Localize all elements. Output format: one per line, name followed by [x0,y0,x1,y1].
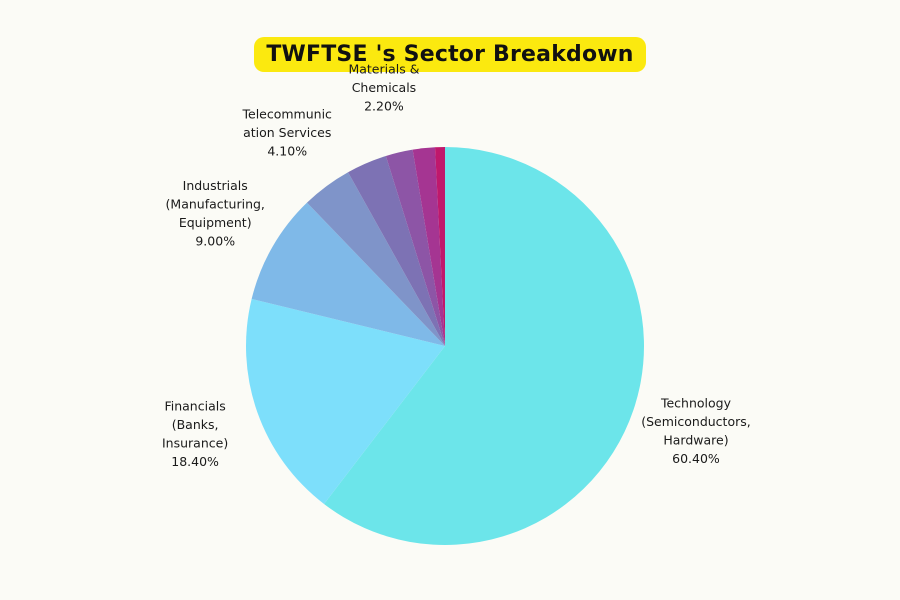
slice-name-label: (Banks, [172,417,219,432]
slice-value-label: 4.10% [267,144,307,159]
slice-name-label: Insurance) [162,435,228,450]
slice-value-label: 60.40% [672,451,720,466]
slice-name-label: Telecommunic [242,107,333,122]
pie-slice [348,155,445,346]
slice-label: Technology (Semiconductors, Hardware) 60.40… [641,395,751,466]
slice-name-label: Industrials [183,178,248,193]
slice-value-label: 2.20% [364,99,404,114]
slice-value-label: 18.40% [171,454,219,469]
slice-value-label: 9.00% [195,234,235,249]
slice-label: Financials (Banks, Insurance) 18.40% [162,398,228,469]
slice-name-label: Technology [660,395,732,410]
slice-name-label: Financials [164,398,225,413]
slice-label: Telecommunic ation Services 4.10% [242,107,333,159]
slice-label: Industrials (Manufacturing, Equipment) 9.00… [166,178,265,249]
chart-title: TWFTSE 's Sector Breakdown [254,37,646,72]
pie-slice [245,298,445,505]
slice-name-label: Chemicals [352,80,417,95]
slice-name-label: (Semiconductors, [641,414,751,429]
slice-name-label: ation Services [243,125,331,140]
slice-label: Materials & Chemicals 2.20% [348,62,419,114]
slice-name-label: Hardware) [663,432,728,447]
slice-name-label: Equipment) [179,215,252,230]
pie-slice [306,172,445,346]
pie-slice [251,202,445,346]
pie-slice [412,147,445,346]
pie-slice [324,147,644,545]
slice-name-label: (Manufacturing, [166,197,265,212]
slice-name-label: Materials & [348,62,419,77]
pie-slice [385,149,445,346]
pie-slice [435,147,445,346]
